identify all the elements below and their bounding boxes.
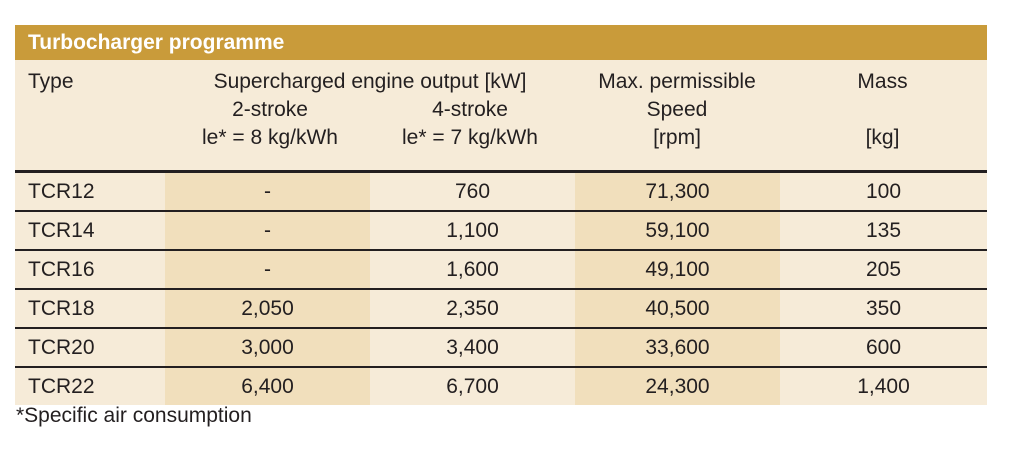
cell-four-stroke: 6,700 <box>370 366 575 405</box>
table-body: TCR12 - 760 71,300 100 TCR14 - 1,100 59,… <box>15 170 987 405</box>
cell-four-stroke: 1,600 <box>370 249 575 289</box>
table-header: Type Supercharged engine output [kW] 2-s… <box>15 60 987 170</box>
table-row: TCR12 - 760 71,300 100 <box>15 170 987 211</box>
cell-type: TCR22 <box>15 366 165 405</box>
table-row: TCR20 3,000 3,400 33,600 600 <box>15 327 987 367</box>
header-two-stroke-le: le* = 8 kg/kWh <box>202 126 338 149</box>
table-row: TCR16 - 1,600 49,100 205 <box>15 249 987 289</box>
header-speed-unit: [rpm] <box>653 126 701 149</box>
cell-mass: 600 <box>780 327 987 367</box>
header-mass-label: Mass <box>857 70 908 93</box>
cell-two-stroke: - <box>165 249 370 289</box>
cell-two-stroke: - <box>165 210 370 250</box>
header-mass-unit: [kg] <box>865 126 900 149</box>
cell-four-stroke: 760 <box>370 170 575 211</box>
header-four-stroke-le: le* = 7 kg/kWh <box>402 126 538 149</box>
header-four-stroke: 4-stroke le* = 7 kg/kWh <box>370 96 570 152</box>
cell-mass: 100 <box>780 170 987 211</box>
cell-mass: 350 <box>780 288 987 328</box>
cell-speed: 24,300 <box>575 366 780 405</box>
header-output-label: Supercharged engine output [kW] <box>213 70 527 93</box>
cell-mass: 1,400 <box>780 366 987 405</box>
header-two-stroke: 2-stroke le* = 8 kg/kWh <box>170 96 370 152</box>
cell-mass: 135 <box>780 210 987 250</box>
cell-two-stroke: 2,050 <box>165 288 370 328</box>
cell-four-stroke: 3,400 <box>370 327 575 367</box>
header-speed: Max. permissible Speed [rpm] <box>572 68 782 152</box>
turbocharger-table: Turbocharger programme Type Supercharged… <box>15 25 987 405</box>
header-type: Type <box>28 70 74 93</box>
cell-type: TCR14 <box>15 210 165 250</box>
cell-type: TCR16 <box>15 249 165 289</box>
table-row: TCR14 - 1,100 59,100 135 <box>15 210 987 250</box>
cell-four-stroke: 2,350 <box>370 288 575 328</box>
cell-speed: 33,600 <box>575 327 780 367</box>
cell-speed: 40,500 <box>575 288 780 328</box>
cell-speed: 71,300 <box>575 170 780 211</box>
cell-two-stroke: - <box>165 170 370 211</box>
cell-four-stroke: 1,100 <box>370 210 575 250</box>
cell-mass: 205 <box>780 249 987 289</box>
cell-two-stroke: 3,000 <box>165 327 370 367</box>
cell-type: TCR20 <box>15 327 165 367</box>
cell-type: TCR12 <box>15 170 165 211</box>
header-mass: Mass [kg] <box>795 68 970 152</box>
header-two-stroke-label: 2-stroke <box>232 98 308 121</box>
header-output: Supercharged engine output [kW] 2-stroke… <box>170 68 570 152</box>
header-speed-line2: Speed <box>646 98 708 121</box>
cell-two-stroke: 6,400 <box>165 366 370 405</box>
footnote: *Specific air consumption <box>16 404 252 427</box>
table-row: TCR22 6,400 6,700 24,300 1,400 <box>15 366 987 405</box>
header-speed-line1: Max. permissible <box>598 70 756 93</box>
cell-speed: 59,100 <box>575 210 780 250</box>
cell-speed: 49,100 <box>575 249 780 289</box>
header-four-stroke-label: 4-stroke <box>432 98 508 121</box>
cell-type: TCR18 <box>15 288 165 328</box>
table-title: Turbocharger programme <box>15 25 987 60</box>
table-row: TCR18 2,050 2,350 40,500 350 <box>15 288 987 328</box>
